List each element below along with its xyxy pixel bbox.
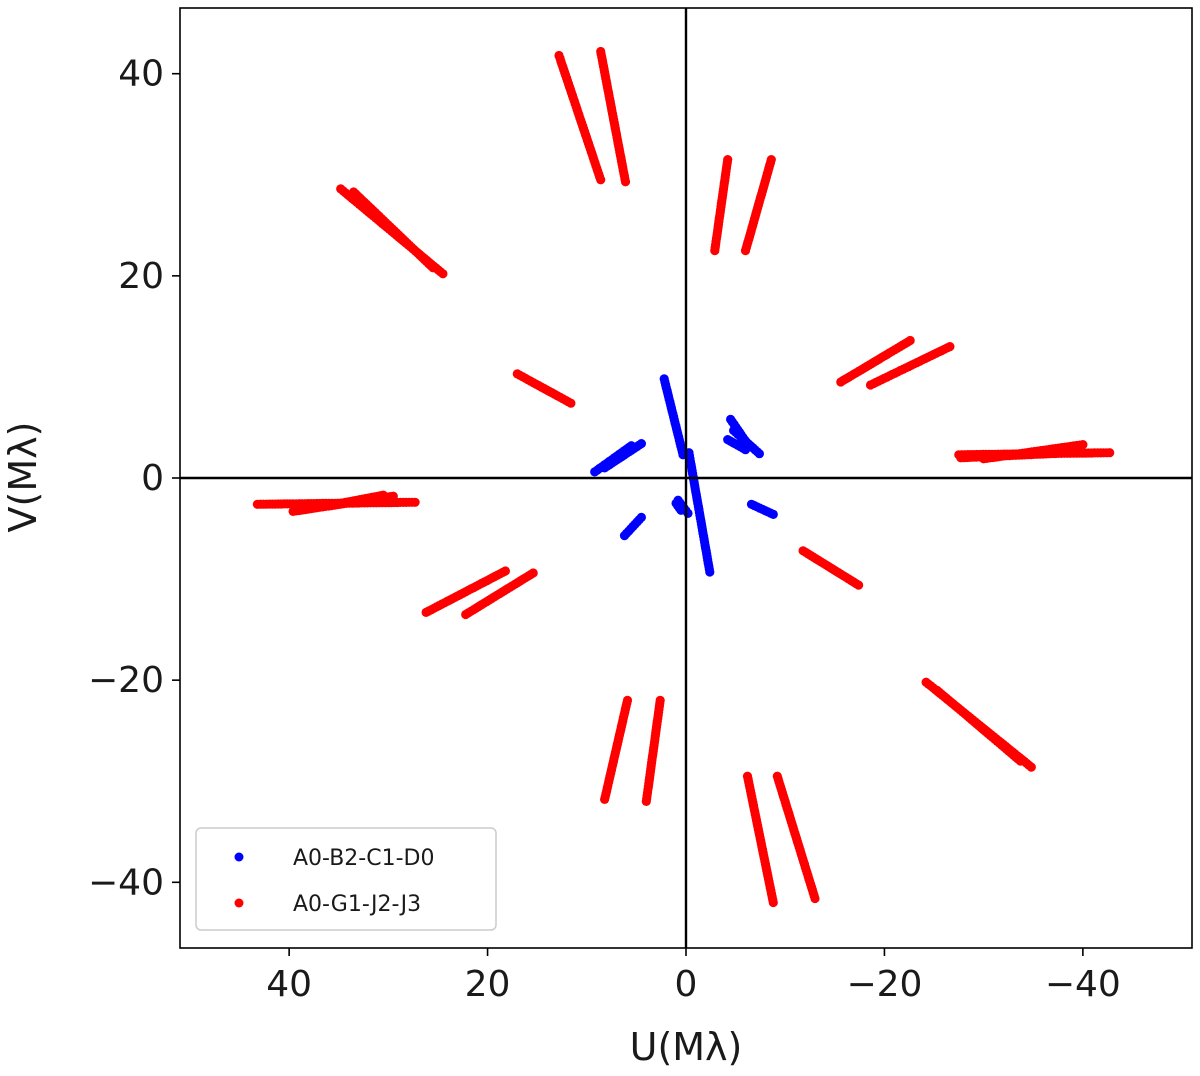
data-point bbox=[676, 505, 686, 515]
data-point bbox=[1015, 756, 1025, 766]
data-point bbox=[1078, 440, 1088, 450]
legend-label-series-1: A0-B2-C1-D0 bbox=[293, 846, 434, 871]
data-point bbox=[619, 531, 630, 541]
y-tick-label: 20 bbox=[118, 256, 164, 297]
legend-box bbox=[195, 827, 497, 931]
data-point bbox=[438, 269, 448, 279]
data-point bbox=[768, 897, 778, 908]
legend-marker-series-1 bbox=[234, 852, 244, 862]
data-point bbox=[705, 567, 715, 577]
x-tick-label: 20 bbox=[465, 964, 511, 1005]
data-point bbox=[854, 580, 864, 590]
data-point bbox=[810, 893, 820, 904]
data-point bbox=[566, 398, 576, 408]
data-point bbox=[945, 342, 955, 352]
data-point bbox=[378, 490, 388, 500]
data-point bbox=[590, 467, 600, 477]
data-point bbox=[710, 246, 720, 256]
data-point bbox=[1044, 449, 1054, 459]
data-point bbox=[600, 794, 610, 805]
legend-marker-series-2 bbox=[234, 898, 244, 908]
y-tick-label: −40 bbox=[88, 862, 164, 903]
zero-lines bbox=[180, 8, 1192, 948]
x-tick-label: 40 bbox=[266, 964, 312, 1005]
data-point bbox=[428, 263, 438, 273]
data-point bbox=[740, 246, 751, 256]
series-2 bbox=[252, 46, 1115, 908]
data-point bbox=[768, 509, 778, 519]
data-point bbox=[600, 463, 610, 473]
y-tick-label: −20 bbox=[88, 660, 164, 701]
data-point bbox=[723, 435, 733, 445]
data-point bbox=[410, 497, 420, 507]
y-tick-label: 0 bbox=[141, 458, 164, 499]
series-1 bbox=[590, 374, 778, 577]
data-point bbox=[741, 438, 752, 448]
legend: A0-B2-C1-D0 A0-G1-J2-J3 bbox=[195, 827, 497, 931]
data-marks bbox=[252, 46, 1115, 908]
legend-label-series-2: A0-G1-J2-J3 bbox=[293, 892, 421, 917]
x-axis-label: U(Mλ) bbox=[630, 1025, 743, 1069]
x-tick-label: −20 bbox=[846, 964, 922, 1005]
data-point bbox=[500, 566, 510, 576]
y-axis-label: V(Mλ) bbox=[1, 422, 45, 533]
data-point bbox=[388, 491, 398, 501]
data-point bbox=[905, 335, 915, 346]
data-point bbox=[1026, 762, 1036, 772]
data-point bbox=[641, 796, 651, 807]
data-point bbox=[528, 568, 538, 578]
data-point bbox=[1105, 448, 1115, 458]
axis-ticks: 40 20 0 −20 −40 −40 −20 0 20 40 bbox=[88, 54, 1121, 1005]
data-point bbox=[620, 177, 631, 187]
x-tick-label: −40 bbox=[1045, 964, 1121, 1005]
data-point bbox=[596, 175, 606, 185]
y-tick-label: 40 bbox=[118, 54, 164, 95]
x-tick-label: 0 bbox=[675, 964, 698, 1005]
